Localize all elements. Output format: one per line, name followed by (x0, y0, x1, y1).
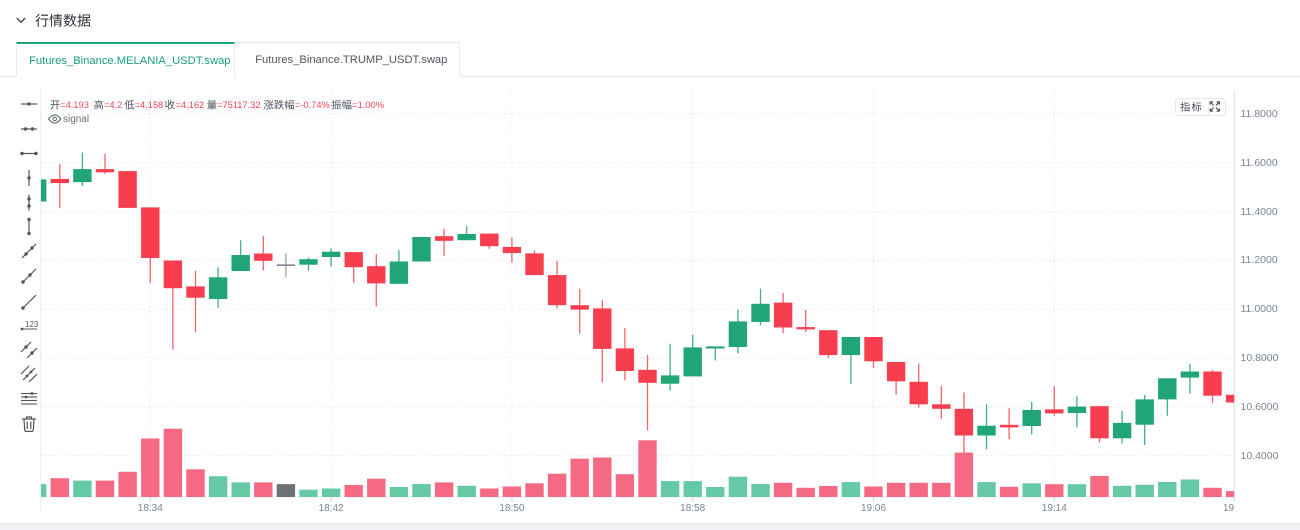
svg-text:=4.158: =4.158 (135, 100, 164, 110)
svg-text:=75117.32: =75117.32 (217, 100, 261, 110)
svg-text:123: 123 (25, 320, 39, 329)
svg-text:=1.00%: =1.00% (352, 100, 384, 110)
svg-text:=-0.74%: =-0.74% (295, 100, 330, 110)
svg-text:=4.193: =4.193 (60, 100, 89, 110)
svg-text:=4.162: =4.162 (176, 100, 205, 110)
svg-text:=4.2: =4.2 (104, 100, 122, 110)
